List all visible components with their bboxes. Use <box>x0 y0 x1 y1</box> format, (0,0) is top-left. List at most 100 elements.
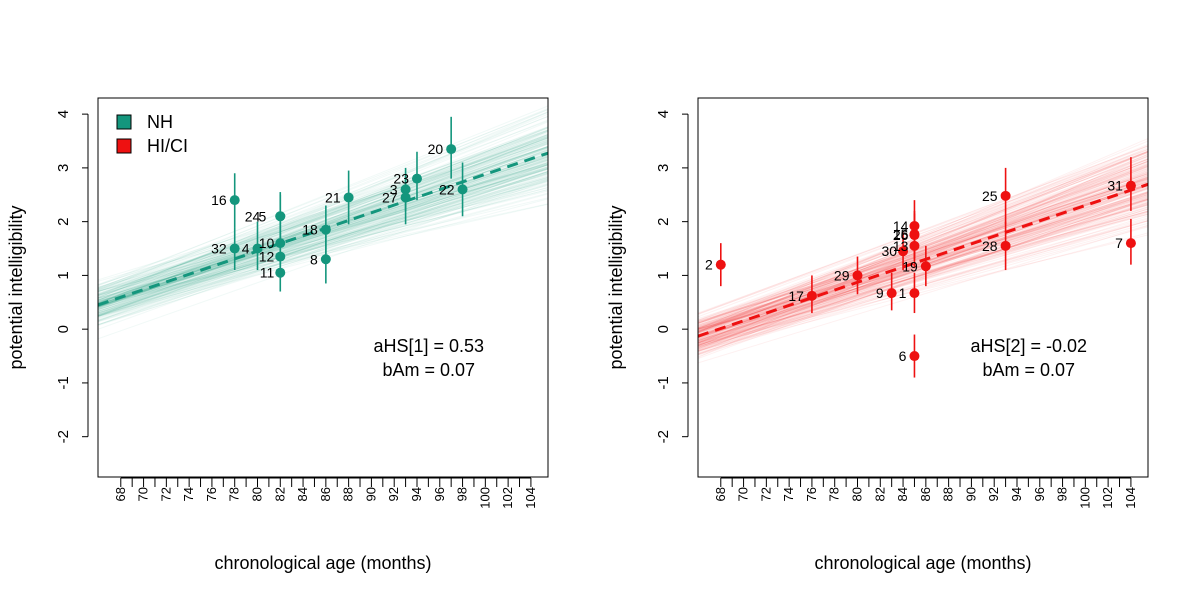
data-label: 20 <box>428 141 444 157</box>
data-point <box>320 254 331 265</box>
posterior-sample-line <box>698 197 1148 350</box>
data-point <box>886 288 897 299</box>
data-point <box>275 211 286 222</box>
posterior-sample-line <box>698 160 1148 332</box>
posterior-sample-line <box>98 178 548 310</box>
posterior-sample-line <box>98 111 548 289</box>
posterior-sample-line <box>98 115 548 298</box>
posterior-sample-line <box>698 222 1148 348</box>
posterior-sample-line <box>98 115 548 291</box>
legend: NH HI/CI <box>116 112 188 156</box>
posterior-sample-line <box>98 184 548 326</box>
posterior-sample-line <box>98 111 548 307</box>
posterior-sample-line <box>698 178 1148 322</box>
posterior-sample-line <box>98 162 548 318</box>
posterior-sample-line <box>98 156 548 312</box>
posterior-sample-line <box>98 173 548 315</box>
posterior-sample-line <box>698 171 1148 333</box>
posterior-sample-line <box>98 179 548 312</box>
posterior-sample-line <box>698 181 1148 326</box>
posterior-sample-line <box>98 161 548 315</box>
y-tick-label: -2 <box>655 430 672 443</box>
posterior-sample-line <box>98 148 548 302</box>
posterior-sample-line <box>698 208 1148 350</box>
posterior-sample-line <box>698 202 1148 346</box>
posterior-sample-line <box>98 180 548 297</box>
data-label: 28 <box>982 238 998 254</box>
posterior-sample-line <box>698 201 1148 343</box>
posterior-sample-line <box>98 168 548 317</box>
posterior-sample-line <box>98 135 548 293</box>
plot-area <box>98 105 548 340</box>
posterior-sample-line <box>698 176 1148 333</box>
data-point <box>446 144 457 155</box>
posterior-sample-line <box>98 170 548 322</box>
posterior-sample-line <box>698 140 1148 330</box>
posterior-sample-line <box>98 150 548 295</box>
data-point-group <box>852 256 863 295</box>
posterior-sample-line <box>698 176 1148 333</box>
posterior-sample-line <box>98 113 548 299</box>
posterior-sample-line <box>698 149 1148 324</box>
y-tick-label: 2 <box>55 217 72 225</box>
y-tick-label: -2 <box>55 430 72 443</box>
posterior-sample-line <box>98 164 548 306</box>
data-label: 22 <box>439 181 455 197</box>
posterior-sample-line <box>698 198 1148 326</box>
posterior-sample-line <box>698 219 1148 346</box>
x-tick-label: 92 <box>386 487 401 501</box>
x-tick-label: 80 <box>849 487 864 501</box>
data-point-group <box>411 151 422 201</box>
posterior-sample-line <box>98 171 548 314</box>
data-point-group <box>920 245 931 287</box>
posterior-sample-line <box>98 111 548 305</box>
x-tick-label: 94 <box>1009 487 1024 501</box>
posterior-sample-line <box>698 210 1148 345</box>
data-label: 17 <box>788 288 804 304</box>
data-point <box>400 192 411 203</box>
posterior-sample-line <box>698 224 1148 349</box>
y-axis: -2 -1 0 1 2 3 4 <box>655 110 689 443</box>
posterior-sample-line <box>98 164 548 312</box>
x-tick-label: 72 <box>758 487 773 501</box>
x-tick-label: 72 <box>158 487 173 501</box>
posterior-sample-line <box>698 184 1148 332</box>
posterior-sample-line <box>98 167 548 318</box>
posterior-sample-line <box>98 171 548 326</box>
posterior-sample-line <box>98 166 548 307</box>
posterior-sample-line <box>698 210 1148 341</box>
data-point <box>1000 190 1011 201</box>
posterior-sample-line <box>98 135 548 299</box>
posterior-sample-line <box>98 172 548 314</box>
x-tick-label: 78 <box>827 487 842 501</box>
posterior-sample-line <box>698 166 1148 326</box>
posterior-sample-line <box>698 220 1148 347</box>
posterior-sample-line <box>698 184 1148 330</box>
posterior-sample-line <box>98 197 548 305</box>
posterior-sample-line <box>698 198 1148 356</box>
posterior-sample-line <box>698 161 1148 322</box>
x-axis-title: chronological age (months) <box>814 553 1031 573</box>
posterior-sample-line <box>698 212 1148 348</box>
posterior-sample-line <box>698 202 1148 347</box>
posterior-sample-line <box>98 146 548 303</box>
posterior-sample-line <box>698 206 1148 340</box>
posterior-sample-line <box>98 109 548 286</box>
x-tick-label: 102 <box>1100 487 1115 509</box>
posterior-sample-line <box>698 166 1148 330</box>
posterior-sample-line <box>698 146 1148 342</box>
x-axis-title: chronological age (months) <box>214 553 431 573</box>
data-label: 9 <box>876 285 884 301</box>
y-axis-title: potential intelligibility <box>6 205 26 369</box>
posterior-sample-line <box>698 210 1148 335</box>
y-tick-label: 1 <box>55 271 72 279</box>
x-tick-label: 68 <box>713 487 728 501</box>
posterior-sample-line <box>698 160 1148 347</box>
posterior-sample-line <box>698 181 1148 323</box>
data-label: 18 <box>302 222 318 238</box>
posterior-sample-line <box>98 126 548 296</box>
posterior-sample-line <box>98 178 548 322</box>
posterior-sample-line <box>98 135 548 301</box>
x-tick-label: 70 <box>736 487 751 501</box>
